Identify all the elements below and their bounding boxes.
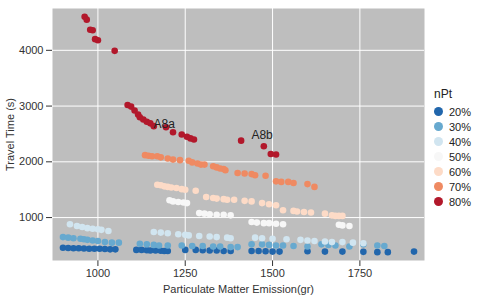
svg-text:1500: 1500 xyxy=(260,267,284,279)
svg-text:2000: 2000 xyxy=(19,155,43,167)
svg-text:1000: 1000 xyxy=(86,267,110,279)
html-text:40%: 40% xyxy=(449,135,471,148)
svg-text:1250: 1250 xyxy=(173,267,197,279)
svg-text:3000: 3000 xyxy=(19,100,43,112)
svg-text:Particulate Matter Emission(gr: Particulate Matter Emission(gr) xyxy=(163,283,314,295)
html-text:20%: 20% xyxy=(449,105,471,118)
html-text:30%: 30% xyxy=(449,120,471,133)
svg-text:1000: 1000 xyxy=(19,211,43,223)
html-text:70%: 70% xyxy=(449,180,471,193)
svg-text:A8a: A8a xyxy=(154,117,176,131)
html-text:nPt: nPt xyxy=(434,87,452,101)
svg-text:Travel Time (s): Travel Time (s) xyxy=(4,98,16,171)
svg-text:A8b: A8b xyxy=(251,128,273,142)
svg-text:1750: 1750 xyxy=(348,267,372,279)
html-text:80%: 80% xyxy=(449,195,471,208)
svg-text:4000: 4000 xyxy=(19,44,43,56)
html-text:60%: 60% xyxy=(449,165,471,178)
html-text:50%: 50% xyxy=(449,150,471,163)
